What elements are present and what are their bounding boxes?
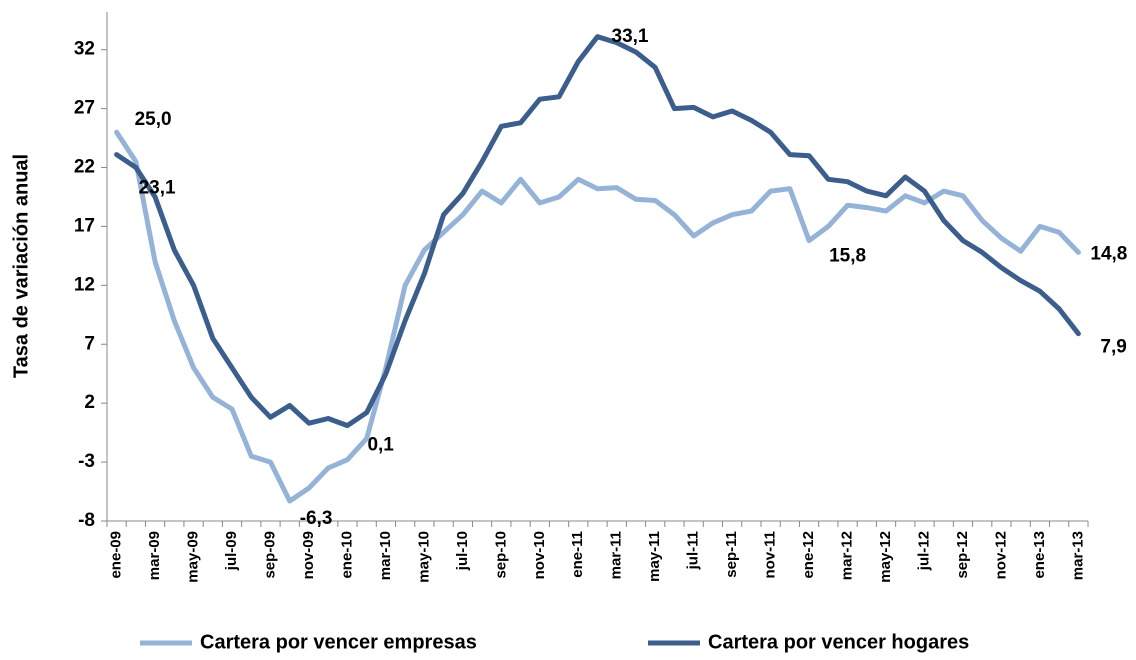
data-label: 14,8 <box>1090 243 1127 264</box>
y-tick-label: -3 <box>78 451 95 472</box>
y-tick-label: 32 <box>74 39 95 60</box>
legend-label: Cartera por vencer hogares <box>708 631 969 653</box>
y-tick-label: -8 <box>78 510 95 531</box>
x-tick-label: mar-11 <box>608 531 625 579</box>
x-tick-label: sep-09 <box>261 531 278 579</box>
x-tick-label: sep-11 <box>723 531 740 578</box>
x-tick-label: jul-12 <box>915 531 932 571</box>
y-axis-title: Tasa de variación anual <box>10 154 32 378</box>
data-label: 0,1 <box>367 435 394 456</box>
x-tick-label: ene-12 <box>800 531 817 579</box>
y-tick-label: 22 <box>74 157 95 178</box>
x-tick-label: nov-10 <box>531 531 548 579</box>
data-label: 25,0 <box>135 109 172 130</box>
legend-label: Cartera por vencer empresas <box>200 631 477 653</box>
x-tick-label: mar-09 <box>146 531 163 580</box>
x-tick-label: sep-12 <box>954 531 971 579</box>
x-tick-label: mar-12 <box>839 531 856 580</box>
x-tick-label: may-11 <box>646 531 663 582</box>
x-tick-label: nov-09 <box>300 531 317 579</box>
y-tick-label: 27 <box>74 98 95 119</box>
y-tick-label: 12 <box>74 274 95 295</box>
x-tick-label: jul-09 <box>223 531 240 571</box>
line-series <box>114 129 1081 504</box>
x-tick-label: ene-10 <box>338 531 355 579</box>
x-tick-label: ene-13 <box>1031 531 1048 579</box>
x-tick-label: nov-11 <box>762 531 779 579</box>
x-tick-label: may-12 <box>877 531 894 583</box>
x-tick-label: nov-12 <box>992 531 1009 579</box>
data-label: 15,8 <box>829 246 866 267</box>
x-tick-label: jul-11 <box>685 531 702 570</box>
data-label: 23,1 <box>139 178 176 199</box>
x-tick-label: may-10 <box>415 531 432 583</box>
x-tick-label: ene-11 <box>569 531 586 578</box>
x-tick-label: ene-09 <box>108 531 125 579</box>
x-tick-label: jul-10 <box>454 531 471 571</box>
y-tick-label: 17 <box>74 215 95 236</box>
x-tick-label: mar-10 <box>377 531 394 580</box>
line-series <box>114 34 1081 429</box>
x-tick-label: sep-10 <box>492 531 509 579</box>
y-tick-label: 2 <box>84 392 95 413</box>
data-label: 7,9 <box>1100 337 1126 358</box>
y-tick-label: 7 <box>84 333 95 354</box>
data-label: 33,1 <box>612 26 649 47</box>
x-tick-label: mar-13 <box>1069 531 1086 580</box>
x-tick-label: may-09 <box>185 531 202 583</box>
data-label: -6,3 <box>300 508 333 529</box>
